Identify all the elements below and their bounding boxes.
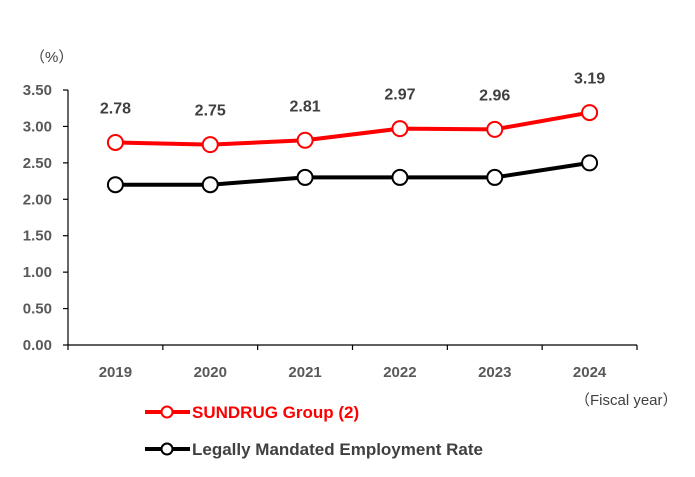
y-tick-label: 3.50 <box>23 82 52 99</box>
x-tick-label: 2022 <box>383 364 416 381</box>
series-layer: 2.78 2.75 2.81 2.97 2.96 3.19 <box>100 71 605 194</box>
data-point <box>391 120 409 138</box>
data-point <box>106 176 124 194</box>
y-tick-label: 2.50 <box>23 155 52 172</box>
series-line <box>115 110 590 147</box>
series-sundrug-group: 2.78 2.75 2.81 2.97 2.96 3.19 <box>100 71 605 154</box>
y-tick-label: 3.00 <box>23 118 52 135</box>
x-tick-label: 2021 <box>288 364 321 381</box>
y-axis: 0.00 0.50 1.00 1.50 2.00 2.50 3.00 3.50 <box>23 82 68 354</box>
series-mandated-rate <box>106 154 599 194</box>
data-label: 2.81 <box>290 98 321 115</box>
legend-item: SUNDRUG Group (2) <box>145 403 359 422</box>
legend-label: SUNDRUG Group (2) <box>192 403 359 422</box>
data-point <box>296 168 314 186</box>
y-tick-label: 0.00 <box>23 337 52 354</box>
x-tick-label: 2023 <box>478 364 511 381</box>
data-point <box>486 120 504 138</box>
y-tick-label: 2.00 <box>23 191 52 208</box>
data-label: 2.78 <box>100 100 131 117</box>
y-tick-label: 1.50 <box>23 228 52 245</box>
x-tick-label: 2020 <box>194 364 227 381</box>
data-label: 2.75 <box>195 103 226 120</box>
data-point <box>581 104 599 122</box>
data-label: 2.97 <box>384 87 415 104</box>
y-tick-label: 1.00 <box>23 264 52 281</box>
legend: SUNDRUG Group (2) Legally Mandated Employ… <box>145 403 483 459</box>
x-axis-title: （Fiscal year） <box>575 392 678 409</box>
data-point <box>391 168 409 186</box>
y-axis-unit-label: （%） <box>30 49 73 66</box>
data-point <box>581 154 599 172</box>
data-point <box>106 133 124 151</box>
data-label: 2.96 <box>479 87 510 104</box>
data-label: 3.19 <box>574 71 605 88</box>
legend-item: Legally Mandated Employment Rate <box>145 440 483 459</box>
data-point <box>201 136 219 154</box>
x-tick-label: 2024 <box>573 364 607 381</box>
x-axis: 2019 2020 2021 2022 2023 2024 <box>67 345 638 381</box>
data-point <box>201 176 219 194</box>
data-point <box>486 168 504 186</box>
data-point <box>296 131 314 149</box>
x-tick-label: 2019 <box>99 364 132 381</box>
y-tick-label: 0.50 <box>23 301 52 318</box>
legend-marker <box>160 405 174 419</box>
legend-marker <box>160 442 174 456</box>
series-line <box>115 160 590 187</box>
legend-label: Legally Mandated Employment Rate <box>192 440 483 459</box>
